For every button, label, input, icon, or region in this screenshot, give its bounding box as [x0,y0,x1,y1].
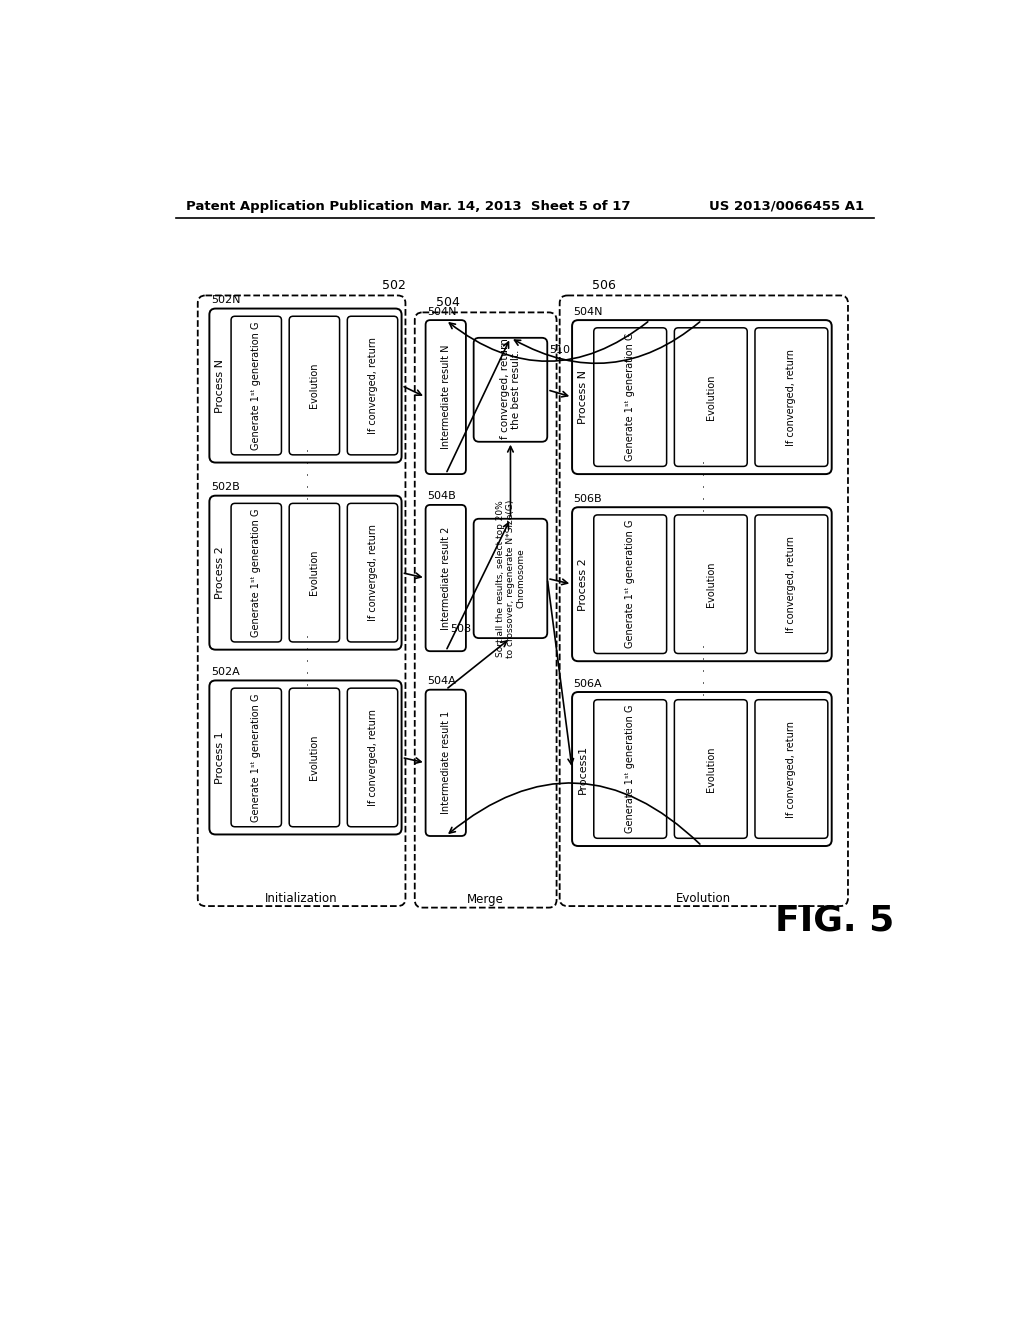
Text: If converged, return: If converged, return [368,709,378,807]
Text: Evolution: Evolution [706,561,716,607]
Text: 504A: 504A [427,676,456,686]
Text: Evolution: Evolution [676,892,731,906]
FancyBboxPatch shape [231,317,282,455]
FancyBboxPatch shape [755,327,827,466]
FancyBboxPatch shape [426,689,466,836]
Text: 508: 508 [451,624,471,634]
Text: If converged, return
the best result.: If converged, return the best result. [500,338,521,442]
Text: 504N: 504N [573,306,603,317]
Text: 506B: 506B [573,494,602,504]
Text: 504B: 504B [427,491,456,502]
FancyBboxPatch shape [594,327,667,466]
FancyBboxPatch shape [231,688,282,826]
Text: Mar. 14, 2013  Sheet 5 of 17: Mar. 14, 2013 Sheet 5 of 17 [420,199,630,213]
FancyBboxPatch shape [209,309,401,462]
Text: 504N: 504N [427,306,457,317]
Text: If converged, return: If converged, return [368,337,378,434]
Text: Sort all the results, select top 20%
to crossover, regenerate N*Size(G)
Chromoso: Sort all the results, select top 20% to … [496,499,525,657]
Text: 510: 510 [550,345,570,355]
Text: .  .  .  .  .: . . . . . [695,644,709,705]
Text: Generate 1ˢᵗ generation G: Generate 1ˢᵗ generation G [626,333,635,462]
Text: 506A: 506A [573,678,602,689]
Text: Process N: Process N [215,359,225,413]
FancyBboxPatch shape [572,321,831,474]
Text: Generate 1ˢᵗ generation G: Generate 1ˢᵗ generation G [251,508,261,638]
Text: Merge: Merge [467,894,504,907]
FancyBboxPatch shape [198,296,406,906]
Text: Process N: Process N [578,370,588,424]
Text: Initialization: Initialization [265,892,338,906]
Text: .  .  .  .  .: . . . . . [299,447,312,508]
FancyBboxPatch shape [289,317,340,455]
FancyBboxPatch shape [675,327,748,466]
Text: 502N: 502N [211,296,241,305]
Text: Intermediate result 1: Intermediate result 1 [440,711,451,814]
FancyBboxPatch shape [474,519,547,638]
FancyBboxPatch shape [347,503,397,642]
Text: 504: 504 [436,296,461,309]
Text: Process 2: Process 2 [578,558,588,611]
Text: US 2013/0066455 A1: US 2013/0066455 A1 [710,199,864,213]
FancyBboxPatch shape [426,506,466,651]
Text: Intermediate result 2: Intermediate result 2 [440,527,451,630]
FancyBboxPatch shape [209,496,401,649]
FancyBboxPatch shape [675,700,748,838]
FancyBboxPatch shape [289,688,340,826]
FancyBboxPatch shape [675,515,748,653]
Text: If converged, return: If converged, return [786,721,797,817]
Text: 502: 502 [382,279,407,292]
FancyBboxPatch shape [594,515,667,653]
FancyBboxPatch shape [231,503,282,642]
Text: .  .  .  .  .: . . . . . [695,459,709,520]
Text: Intermediate result N: Intermediate result N [440,345,451,449]
Text: 502B: 502B [211,482,240,492]
Text: Process1: Process1 [578,744,588,793]
FancyBboxPatch shape [755,700,827,838]
Text: Generate 1ˢᵗ generation G: Generate 1ˢᵗ generation G [251,321,261,450]
Text: If converged, return: If converged, return [368,524,378,622]
FancyBboxPatch shape [474,338,547,442]
Text: Evolution: Evolution [706,375,716,420]
FancyBboxPatch shape [572,692,831,846]
Text: Process 2: Process 2 [215,546,225,599]
Text: Generate 1ˢᵗ generation G: Generate 1ˢᵗ generation G [626,520,635,648]
FancyBboxPatch shape [209,681,401,834]
Text: Generate 1ˢᵗ generation G: Generate 1ˢᵗ generation G [626,705,635,833]
FancyBboxPatch shape [755,515,827,653]
Text: 506: 506 [592,279,616,292]
Text: If converged, return: If converged, return [786,536,797,632]
FancyBboxPatch shape [347,317,397,455]
FancyBboxPatch shape [572,507,831,661]
Text: If converged, return: If converged, return [786,348,797,446]
Text: FIG. 5: FIG. 5 [775,904,894,937]
Text: Evolution: Evolution [309,550,319,595]
Text: .  .  .  .  .: . . . . . [299,635,312,694]
Text: Evolution: Evolution [309,735,319,780]
FancyBboxPatch shape [560,296,848,906]
Text: Process 1: Process 1 [215,731,225,784]
Text: Evolution: Evolution [706,746,716,792]
Text: Evolution: Evolution [309,363,319,408]
FancyBboxPatch shape [289,503,340,642]
Text: Patent Application Publication: Patent Application Publication [186,199,414,213]
FancyBboxPatch shape [347,688,397,826]
Text: Generate 1ˢᵗ generation G: Generate 1ˢᵗ generation G [251,693,261,822]
Text: 502A: 502A [211,667,240,677]
FancyBboxPatch shape [426,321,466,474]
FancyBboxPatch shape [415,313,557,908]
FancyBboxPatch shape [594,700,667,838]
